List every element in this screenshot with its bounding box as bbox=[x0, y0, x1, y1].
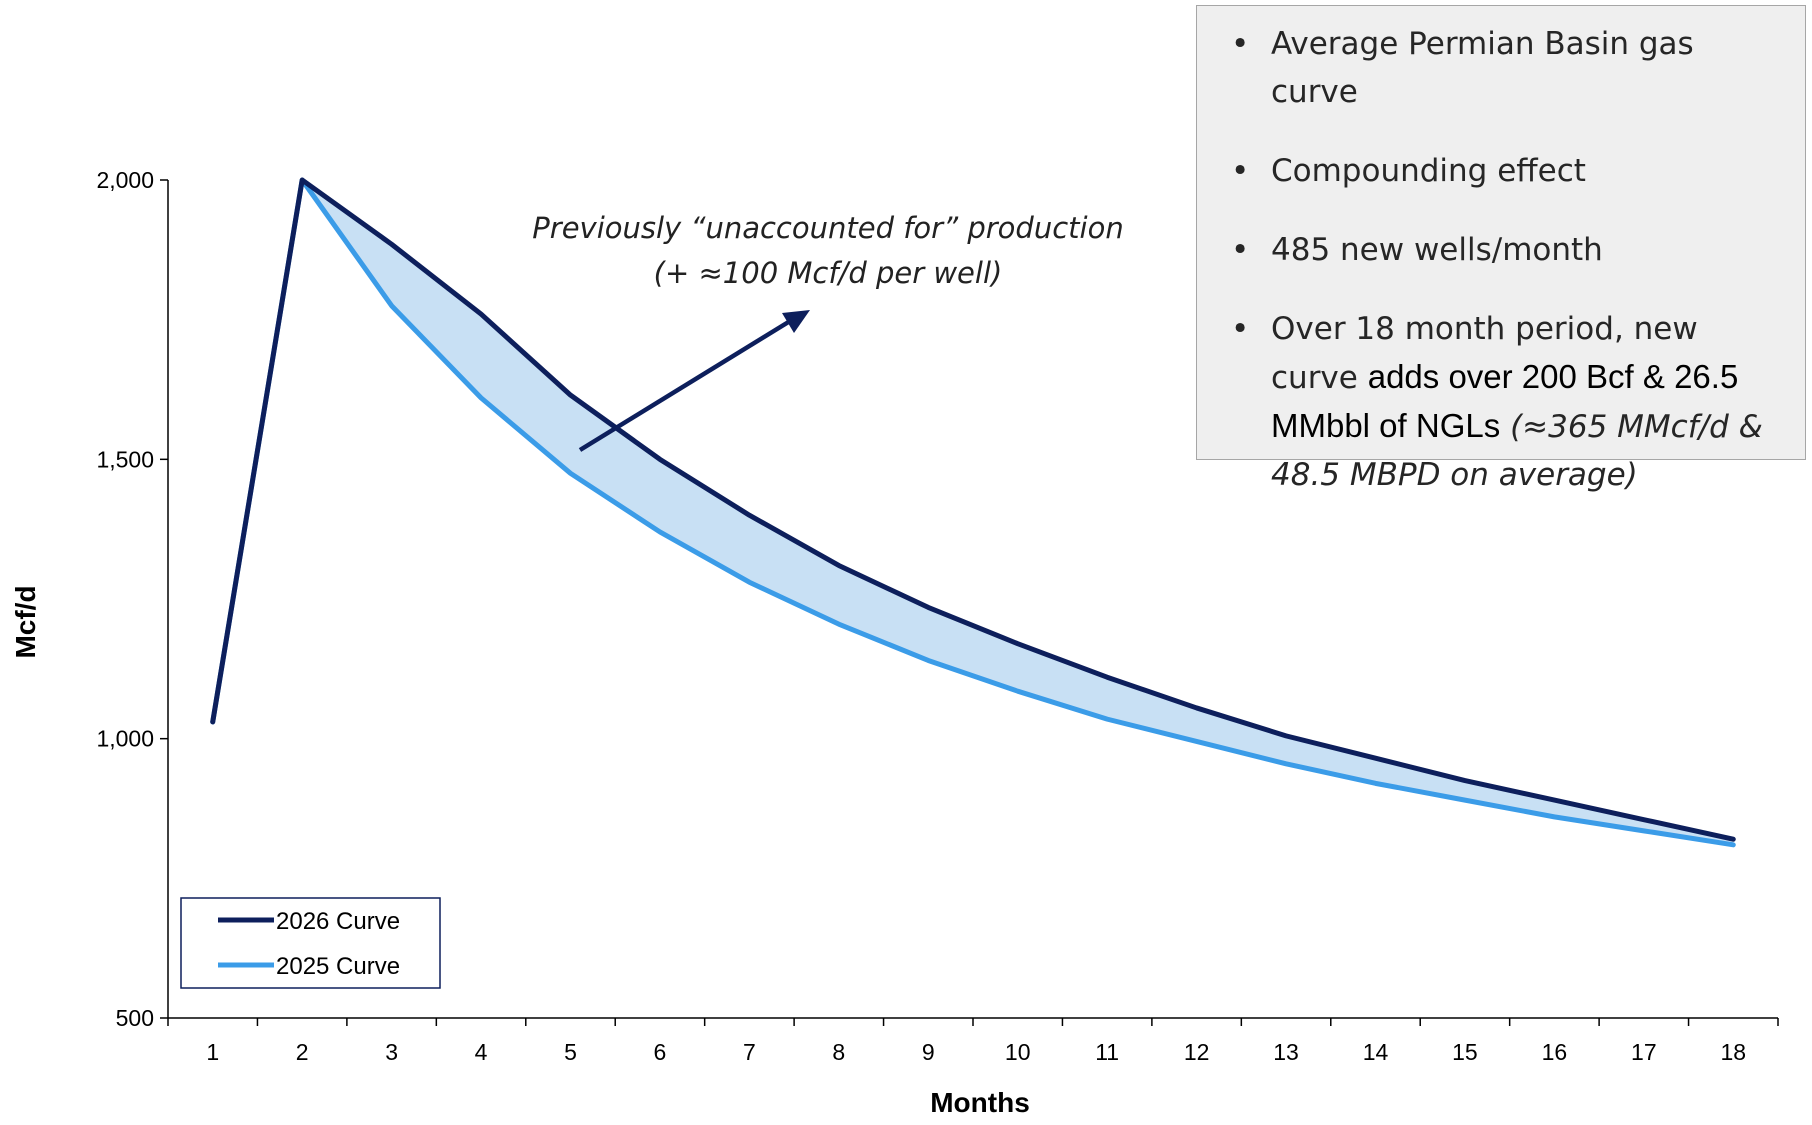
legend-label-2025: 2025 Curve bbox=[276, 953, 400, 980]
series-lines bbox=[210, 177, 1736, 848]
x-tick-label: 1 bbox=[206, 1039, 219, 1065]
y-ticks: 500 1,000 1,500 2,000 bbox=[96, 167, 168, 1031]
y-tick-label: 500 bbox=[116, 1005, 154, 1031]
notes-box: • Average Permian Basin gas curve • Compou… bbox=[1196, 5, 1806, 493]
annotation: Previously “unaccounted for” production … bbox=[532, 211, 1124, 452]
x-tick-label: 13 bbox=[1273, 1039, 1299, 1065]
x-ticks: 1 2 3 4 5 6 7 8 9 10 11 12 13 14 15 16 17 18 bbox=[167, 1018, 1779, 1065]
legend: 2026 Curve 2025 Curve bbox=[180, 897, 441, 989]
x-tick-label: 16 bbox=[1542, 1039, 1568, 1065]
notes-item: • 485 new wells/month bbox=[1215, 226, 1787, 274]
x-tick-label: 10 bbox=[1005, 1039, 1031, 1065]
notes-item-text: Compounding effect bbox=[1271, 153, 1586, 189]
bullet-icon: • bbox=[1231, 26, 1250, 62]
fill-between-area bbox=[212, 180, 1734, 845]
legend-label-2026: 2026 Curve bbox=[276, 908, 400, 935]
x-axis-title: Months bbox=[930, 1087, 1030, 1118]
notes-item: • Compounding effect bbox=[1215, 147, 1787, 195]
annotation-arrow-head bbox=[782, 310, 810, 333]
series-line-2026-curve bbox=[210, 177, 1736, 842]
x-tick-label: 6 bbox=[654, 1039, 667, 1065]
x-tick-label: 18 bbox=[1720, 1039, 1746, 1065]
notes-item-plain: Over 18 month period, new curve bbox=[1271, 311, 1698, 396]
annotation-line-2: (+ ≈100 Mcf/d per well) bbox=[654, 256, 1003, 290]
y-axis-title: Mcf/d bbox=[10, 585, 41, 658]
x-tick-label: 11 bbox=[1095, 1039, 1119, 1065]
x-tick-label: 14 bbox=[1363, 1039, 1389, 1065]
x-tick-label: 3 bbox=[385, 1039, 398, 1065]
annotation-line-1: Previously “unaccounted for” production bbox=[532, 211, 1123, 245]
notes-list: • Average Permian Basin gas curve • Compou… bbox=[1215, 20, 1787, 499]
notes-item-text: Average Permian Basin gas curve bbox=[1271, 26, 1694, 110]
x-tick-label: 4 bbox=[475, 1039, 488, 1065]
series-line-2025-curve bbox=[210, 177, 1736, 848]
x-tick-label: 7 bbox=[743, 1039, 756, 1065]
y-tick-label: 1,500 bbox=[96, 446, 154, 472]
bullet-icon: • bbox=[1231, 153, 1250, 189]
notes-item: • Over 18 month period, new curve adds ov… bbox=[1215, 305, 1787, 499]
x-tick-label: 8 bbox=[832, 1039, 845, 1065]
x-tick-label: 17 bbox=[1631, 1039, 1657, 1065]
legend-box bbox=[180, 897, 441, 989]
notes-item: • Average Permian Basin gas curve bbox=[1215, 20, 1787, 116]
y-tick-label: 2,000 bbox=[96, 167, 154, 193]
bullet-icon: • bbox=[1231, 232, 1250, 268]
x-tick-label: 5 bbox=[564, 1039, 577, 1065]
notes-item-italic: (≈365 MMcf/d & 48.5 MBPD on average) bbox=[1271, 409, 1763, 493]
fill-between-polygon bbox=[212, 180, 1734, 845]
y-tick-label: 1,000 bbox=[96, 726, 154, 752]
notes-item-emphasis: adds over 200 Bcf & 26.5 MMbbl of NGLs bbox=[1271, 358, 1739, 444]
x-tick-label: 2 bbox=[296, 1039, 309, 1065]
bullet-icon: • bbox=[1231, 311, 1250, 347]
x-tick-label: 15 bbox=[1452, 1039, 1478, 1065]
notes-item-text: 485 new wells/month bbox=[1271, 232, 1603, 268]
annotation-arrow bbox=[578, 316, 797, 452]
x-tick-label: 9 bbox=[922, 1039, 935, 1065]
x-tick-label: 12 bbox=[1184, 1039, 1210, 1065]
